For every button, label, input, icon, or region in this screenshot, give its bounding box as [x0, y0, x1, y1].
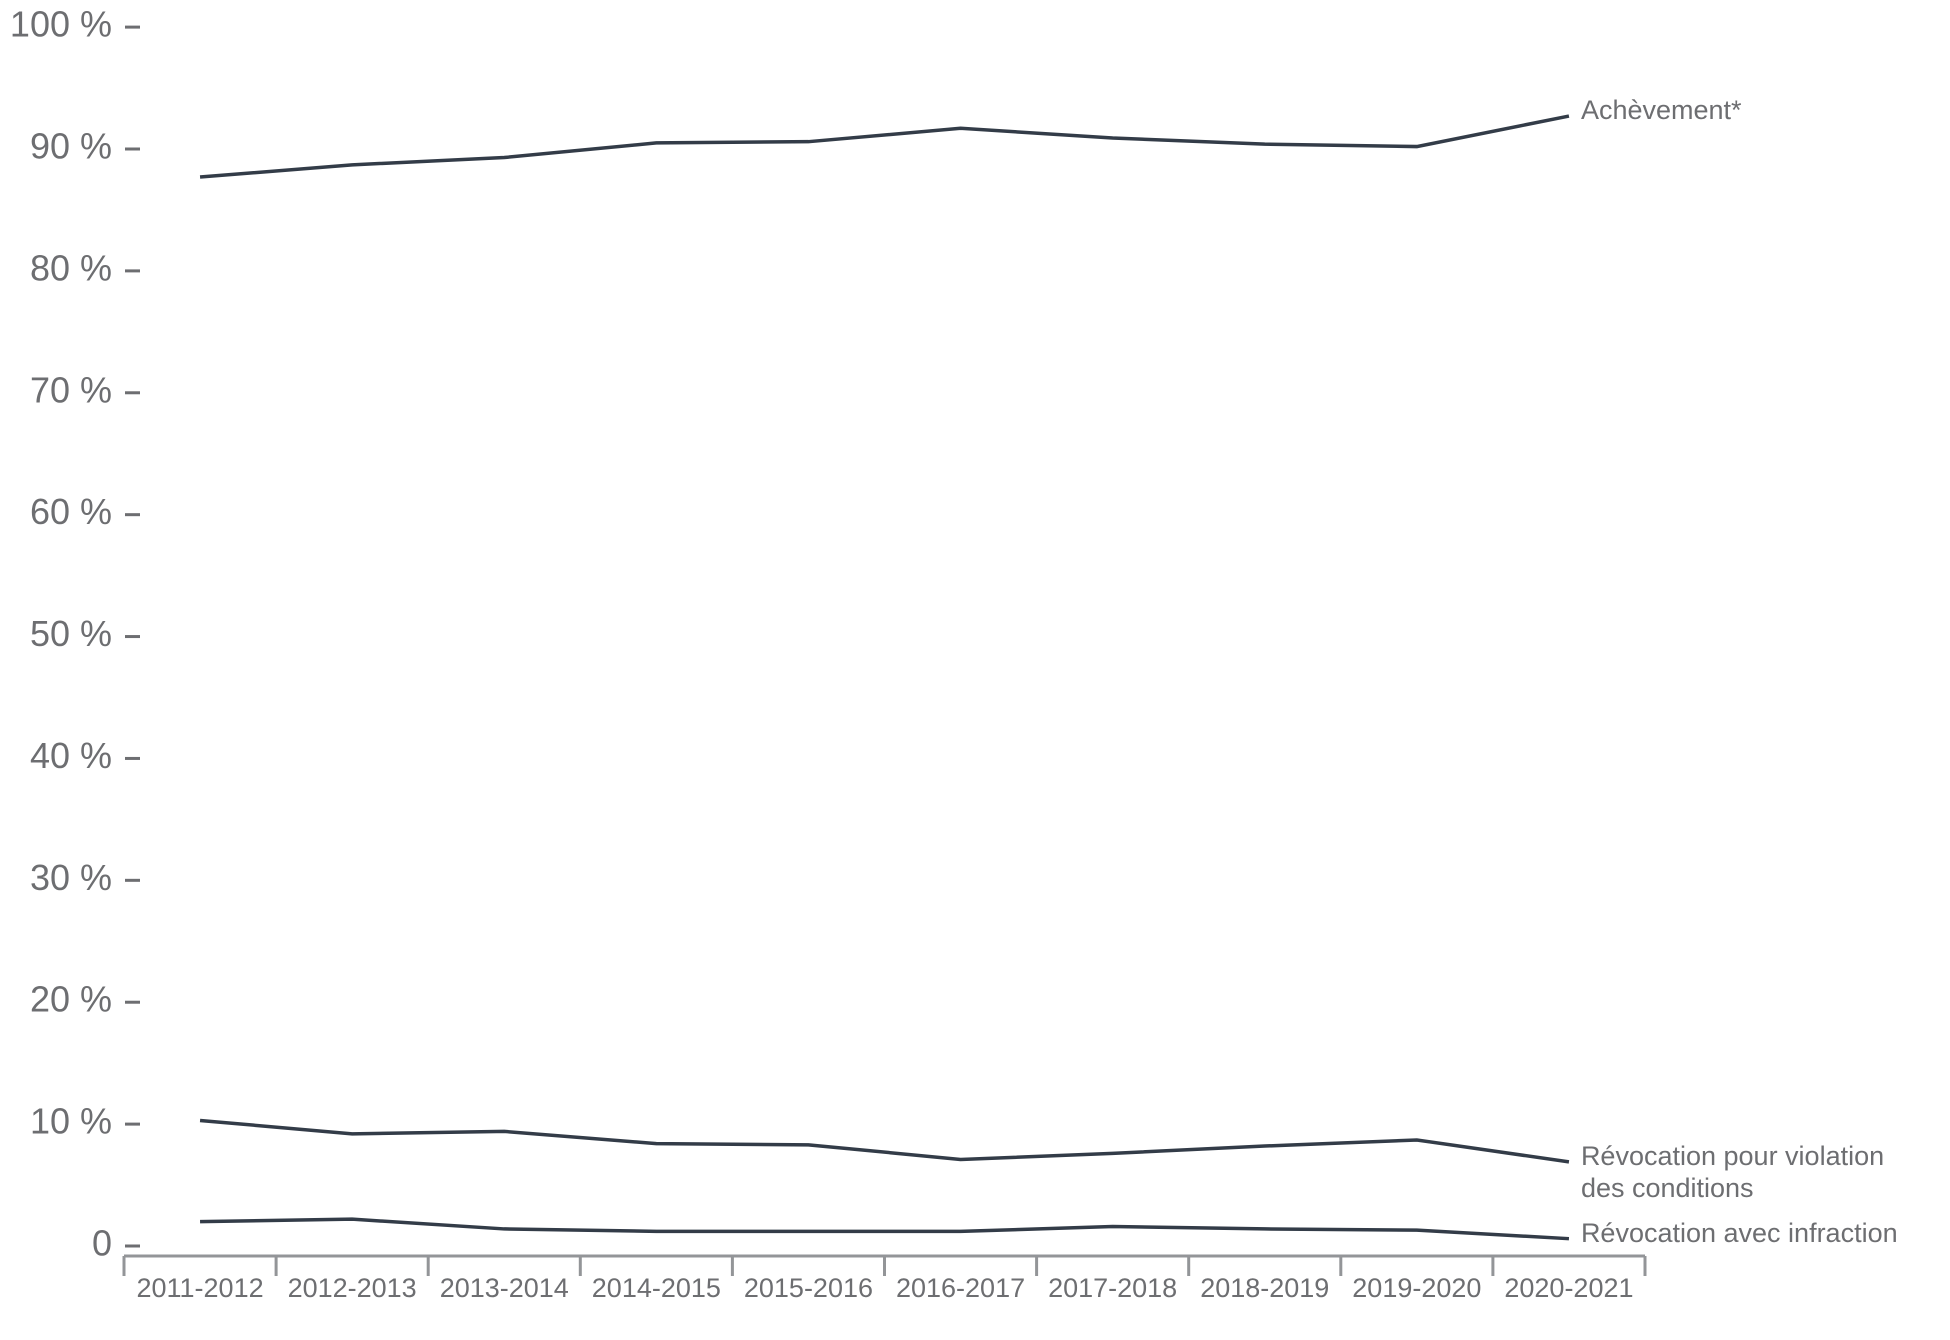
y-tick-label: 0 [92, 1223, 112, 1264]
y-tick-label: 20 % [30, 979, 112, 1020]
series-label: Révocation pour violation des conditions [1580, 1140, 1885, 1203]
y-tick-label: 100 % [10, 4, 112, 45]
x-tick-label: 2012-2013 [288, 1273, 417, 1303]
y-tick-label: 80 % [30, 247, 112, 288]
y-tick-label: 50 % [30, 613, 112, 654]
y-tick-label: 60 % [30, 491, 112, 532]
series-label: Achèvement* [1580, 95, 1742, 126]
y-tick-label: 40 % [30, 735, 112, 776]
x-tick-label: 2011-2012 [136, 1273, 263, 1303]
y-tick-label: 70 % [30, 369, 112, 410]
x-tick-label: 2020-2021 [1504, 1273, 1633, 1303]
series-line [199, 114, 1570, 179]
x-tick-label: 2013-2014 [440, 1273, 569, 1303]
x-tick-label: 2018-2019 [1200, 1273, 1329, 1303]
x-tick-label: 2019-2020 [1352, 1273, 1481, 1303]
x-tick-label: 2017-2018 [1048, 1273, 1177, 1303]
x-tick-label: 2014-2015 [592, 1273, 721, 1303]
y-tick-label: 30 % [30, 857, 112, 898]
x-tick-label: 2015-2016 [744, 1273, 873, 1303]
series-line [199, 1118, 1570, 1164]
y-tick-label: 90 % [30, 126, 112, 167]
series-line [200, 1217, 1570, 1241]
x-tick-label: 2016-2017 [896, 1273, 1025, 1303]
series-label: Révocation avec infraction [1580, 1217, 1898, 1248]
y-tick-label: 10 % [30, 1101, 112, 1142]
